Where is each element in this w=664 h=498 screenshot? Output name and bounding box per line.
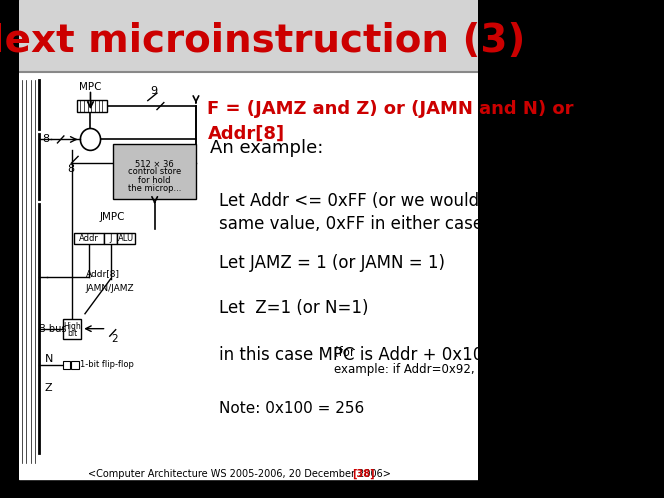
Bar [19,0,478,72]
Text: for hold: for hold [138,176,171,185]
Bar [71,361,78,369]
Text: <Computer Architecture WS 2005-2006, 20 December 2006>: <Computer Architecture WS 2005-2006, 20 … [97,482,400,492]
Text: MPC: MPC [79,82,102,92]
Bar [19,468,478,479]
Text: JAMN/JAMZ: JAMN/JAMZ [86,284,135,293]
Bar [19,72,478,478]
Text: 8: 8 [68,164,74,174]
Text: High: High [63,322,81,331]
Text: [38]: [38] [349,482,373,492]
Text: Next microinstruction (3): Next microinstruction (3) [0,22,525,60]
Bar [77,100,106,112]
Text: 512 × 36: 512 × 36 [135,160,174,169]
Bar [19,478,478,498]
Text: Addr: Addr [79,234,99,243]
Text: (for
example: if Addr=0x92, MPC = 0x92 +      0x100 = 0x192): (for example: if Addr=0x92, MPC = 0x92 +… [333,346,664,376]
Text: 9: 9 [150,86,157,96]
Bar [114,144,196,199]
Text: bit: bit [67,329,77,338]
Bar [63,319,81,339]
Text: JMPC: JMPC [100,212,125,222]
Text: N: N [44,354,53,364]
Bar [74,233,104,244]
Text: Let  Z=1 (or N=1): Let Z=1 (or N=1) [219,299,369,317]
Text: 8: 8 [42,134,49,144]
Text: ALU: ALU [118,234,134,243]
Text: in this case MPC is Addr + 0x100: in this case MPC is Addr + 0x100 [219,346,493,364]
Bar [63,361,70,369]
Text: B bus: B bus [39,324,66,334]
Text: control store: control store [128,167,181,176]
Text: Addr[8]: Addr[8] [86,269,120,278]
Text: Let Addr <= 0xFF (or we would get the
same value, 0xFF in either case): Let Addr <= 0xFF (or we would get the sa… [219,192,544,234]
Text: [38]: [38] [352,469,374,479]
Bar [117,233,135,244]
Text: Note: 0x100 = 256: Note: 0x100 = 256 [219,401,364,416]
Text: An example:: An example: [210,139,323,157]
Text: Let JAMZ = 1 (or JAMN = 1): Let JAMZ = 1 (or JAMN = 1) [219,254,445,272]
Text: the microp...: the microp... [128,184,181,193]
Bar [104,233,117,244]
Text: J: J [110,234,112,243]
Text: 1-bit flip-flop: 1-bit flip-flop [80,360,134,369]
Text: F = (JAMZ and Z) or (JAMN and N) or
Addr[8]: F = (JAMZ and Z) or (JAMN and N) or Addr… [207,100,574,142]
Text: 2: 2 [111,334,118,344]
Bar [19,478,478,498]
Text: Z: Z [44,383,52,393]
Text: <Computer Architecture WS 2005-2006, 20 December 2006>: <Computer Architecture WS 2005-2006, 20 … [88,469,391,479]
